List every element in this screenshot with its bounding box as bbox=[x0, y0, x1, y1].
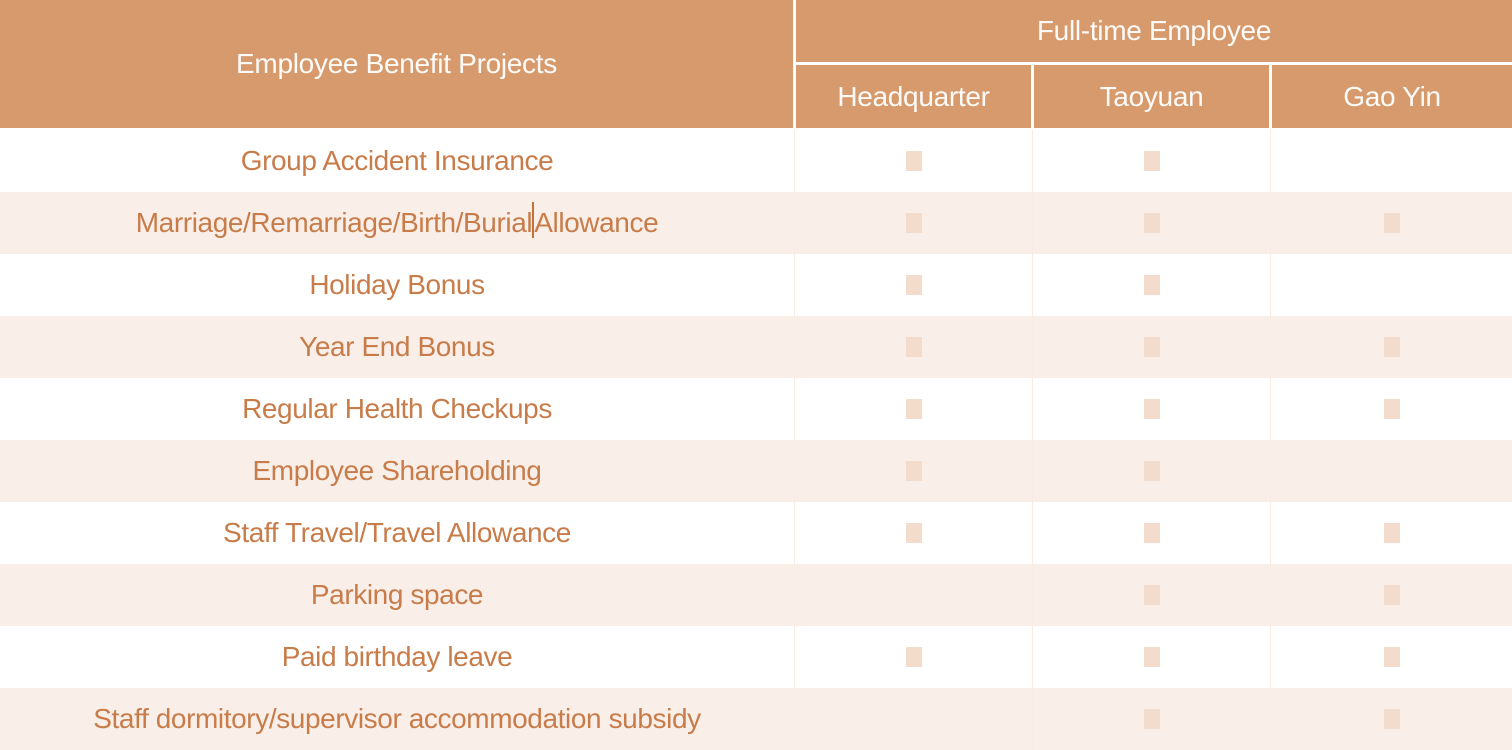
benefit-available-mark bbox=[905, 647, 922, 667]
mark-cell-taoyuan bbox=[1032, 316, 1270, 378]
mark-cell-headquarter bbox=[794, 378, 1032, 440]
group-header-fulltime-employee: Full-time Employee bbox=[796, 0, 1512, 62]
benefit-label-continued: Allowance bbox=[534, 207, 659, 238]
text-cursor bbox=[532, 202, 535, 238]
benefit-label: Marriage/Remarriage/Birth/Burial bbox=[135, 207, 533, 238]
mark-cell-headquarter bbox=[794, 688, 1032, 750]
mark-cell-gao-yin bbox=[1270, 130, 1512, 192]
mark-cell-taoyuan bbox=[1032, 378, 1270, 440]
mark-cell-taoyuan bbox=[1032, 192, 1270, 254]
benefit-label-cell[interactable]: Marriage/Remarriage/Birth/Burial Allowanc… bbox=[0, 192, 794, 254]
benefit-label-cell: Year End Bonus bbox=[0, 316, 794, 378]
mark-cell-gao-yin bbox=[1270, 502, 1512, 564]
column-header-headquarter: Headquarter bbox=[796, 65, 1031, 128]
mark-cell-gao-yin bbox=[1270, 254, 1512, 316]
benefit-label: Staff dormitory/supervisor accommodation… bbox=[93, 703, 701, 734]
benefit-available-mark bbox=[905, 213, 922, 233]
mark-cell-headquarter bbox=[794, 440, 1032, 502]
benefit-available-mark bbox=[1143, 275, 1160, 295]
table-row: Staff Travel/Travel Allowance bbox=[0, 502, 1512, 564]
benefit-available-mark bbox=[1383, 709, 1400, 729]
mark-cell-taoyuan bbox=[1032, 130, 1270, 192]
mark-cell-taoyuan bbox=[1032, 564, 1270, 626]
benefit-available-mark bbox=[1143, 585, 1160, 605]
table-row: Employee Shareholding bbox=[0, 440, 1512, 502]
benefit-label-cell: Group Accident Insurance bbox=[0, 130, 794, 192]
benefit-label: Employee Shareholding bbox=[252, 455, 542, 486]
mark-cell-headquarter bbox=[794, 254, 1032, 316]
benefit-label: Regular Health Checkups bbox=[242, 393, 552, 424]
mark-cell-taoyuan bbox=[1032, 626, 1270, 688]
benefit-available-mark bbox=[1143, 647, 1160, 667]
mark-cell-headquarter bbox=[794, 316, 1032, 378]
benefit-available-mark bbox=[905, 337, 922, 357]
corner-header-benefit-projects: Employee Benefit Projects bbox=[0, 0, 793, 128]
benefit-available-mark bbox=[1383, 213, 1400, 233]
table-header: Employee Benefit Projects Full-time Empl… bbox=[0, 0, 1512, 128]
mark-cell-gao-yin bbox=[1270, 564, 1512, 626]
benefit-label-cell: Staff Travel/Travel Allowance bbox=[0, 502, 794, 564]
table-row: Parking space bbox=[0, 564, 1512, 626]
benefit-label-cell: Staff dormitory/supervisor accommodation… bbox=[0, 688, 794, 750]
mark-cell-gao-yin bbox=[1270, 316, 1512, 378]
benefit-available-mark bbox=[1143, 213, 1160, 233]
benefit-available-mark bbox=[1383, 647, 1400, 667]
column-header-taoyuan: Taoyuan bbox=[1034, 65, 1269, 128]
table-row: Paid birthday leave bbox=[0, 626, 1512, 688]
benefit-available-mark bbox=[1383, 337, 1400, 357]
benefit-available-mark bbox=[1143, 337, 1160, 357]
mark-cell-taoyuan bbox=[1032, 254, 1270, 316]
benefit-label-cell: Employee Shareholding bbox=[0, 440, 794, 502]
benefit-label: Year End Bonus bbox=[299, 331, 495, 362]
table-row: Regular Health Checkups bbox=[0, 378, 1512, 440]
benefit-available-mark bbox=[905, 461, 922, 481]
benefit-label-cell: Holiday Bonus bbox=[0, 254, 794, 316]
benefit-label: Group Accident Insurance bbox=[240, 145, 554, 176]
mark-cell-gao-yin bbox=[1270, 440, 1512, 502]
mark-cell-taoyuan bbox=[1032, 502, 1270, 564]
mark-cell-gao-yin bbox=[1270, 626, 1512, 688]
benefit-label: Parking space bbox=[310, 579, 484, 610]
benefit-label-cell: Parking space bbox=[0, 564, 794, 626]
mark-cell-headquarter bbox=[794, 626, 1032, 688]
benefit-available-mark bbox=[1143, 523, 1160, 543]
table-row: Year End Bonus bbox=[0, 316, 1512, 378]
mark-cell-taoyuan bbox=[1032, 440, 1270, 502]
benefit-available-mark bbox=[905, 275, 922, 295]
benefit-label: Holiday Bonus bbox=[309, 269, 485, 300]
benefit-available-mark bbox=[905, 151, 922, 171]
mark-cell-taoyuan bbox=[1032, 688, 1270, 750]
column-header-gao-yin: Gao Yin bbox=[1272, 65, 1512, 128]
benefit-label-cell: Paid birthday leave bbox=[0, 626, 794, 688]
benefit-available-mark bbox=[905, 523, 922, 543]
table-body: Group Accident Insurance Marriage/Remarri… bbox=[0, 130, 1512, 750]
benefit-available-mark bbox=[1383, 399, 1400, 419]
benefit-available-mark bbox=[1383, 585, 1400, 605]
mark-cell-gao-yin bbox=[1270, 688, 1512, 750]
benefit-available-mark bbox=[905, 399, 922, 419]
mark-cell-headquarter bbox=[794, 564, 1032, 626]
table-row: Group Accident Insurance bbox=[0, 130, 1512, 192]
benefit-label: Staff Travel/Travel Allowance bbox=[223, 517, 571, 548]
benefit-available-mark bbox=[1143, 709, 1160, 729]
benefit-label-cell: Regular Health Checkups bbox=[0, 378, 794, 440]
header-body-divider bbox=[0, 128, 1512, 130]
benefit-available-mark bbox=[1383, 523, 1400, 543]
mark-cell-gao-yin bbox=[1270, 192, 1512, 254]
mark-cell-headquarter bbox=[794, 130, 1032, 192]
mark-cell-headquarter bbox=[794, 502, 1032, 564]
benefit-available-mark bbox=[1143, 151, 1160, 171]
mark-cell-gao-yin bbox=[1270, 378, 1512, 440]
table-row: Holiday Bonus bbox=[0, 254, 1512, 316]
benefit-available-mark bbox=[1143, 461, 1160, 481]
benefit-available-mark bbox=[1143, 399, 1160, 419]
benefit-label: Paid birthday leave bbox=[281, 641, 513, 672]
mark-cell-headquarter bbox=[794, 192, 1032, 254]
table-row: Staff dormitory/supervisor accommodation… bbox=[0, 688, 1512, 750]
table-row: Marriage/Remarriage/Birth/Burial Allowanc… bbox=[0, 192, 1512, 254]
